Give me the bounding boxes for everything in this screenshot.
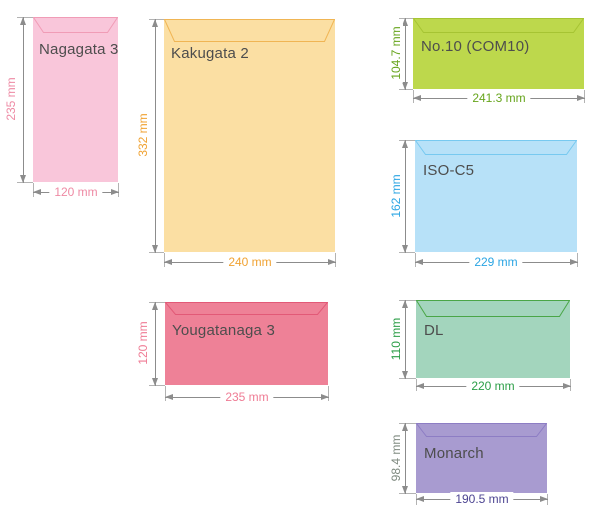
width-dimension-label: 229 mm: [469, 255, 523, 269]
envelope-name: Yougatanaga 3: [172, 322, 275, 339]
envelope-flap-icon: [33, 17, 118, 33]
width-dimension-label: 241.3 mm: [467, 91, 531, 105]
height-dimension-arrow: [402, 300, 408, 379]
envelope-nagagata-3: Nagagata 3: [33, 17, 118, 182]
envelope-flap-icon: [415, 140, 577, 155]
envelope-name: Kakugata 2: [171, 45, 249, 62]
height-dimension-arrow: [152, 302, 158, 386]
envelope-monarch: Monarch: [416, 423, 547, 493]
envelope-name: Nagagata 3: [39, 41, 119, 58]
height-dimension-arrow: [402, 423, 408, 494]
envelope-yougatanaga-3: Yougatanaga 3: [165, 302, 328, 385]
height-dimension-arrow: [20, 17, 26, 183]
envelope-iso-c5: ISO-C5: [415, 140, 577, 252]
width-dimension-label: 220 mm: [466, 379, 520, 393]
width-dimension-label: 240 mm: [223, 255, 277, 269]
envelope-dl: DL: [416, 300, 570, 378]
envelope-flap-icon: [416, 300, 570, 317]
envelope-name: No.10 (COM10): [421, 38, 530, 55]
height-dimension-arrow: [402, 18, 408, 90]
envelope-flap-icon: [416, 423, 547, 437]
envelope-flap-icon: [413, 18, 584, 33]
width-dimension-label: 190.5 mm: [450, 492, 514, 506]
envelope-no10-com10: No.10 (COM10): [413, 18, 584, 89]
height-dimension-label: 98.4 mm: [389, 431, 403, 485]
extension-line: [328, 386, 329, 401]
envelope-kakugata-2: Kakugata 2: [164, 19, 335, 252]
extension-line: [165, 386, 166, 401]
width-dimension-label: 120 mm: [49, 185, 103, 199]
envelope-name: ISO-C5: [423, 162, 475, 179]
envelope-name: Monarch: [424, 445, 484, 462]
envelope-name: DL: [424, 322, 444, 339]
width-dimension-label: 235 mm: [220, 390, 274, 404]
envelope-flap-icon: [165, 302, 328, 315]
height-dimension-arrow: [402, 140, 408, 253]
height-dimension-arrow: [152, 19, 158, 253]
envelope-flap-icon: [164, 19, 335, 42]
